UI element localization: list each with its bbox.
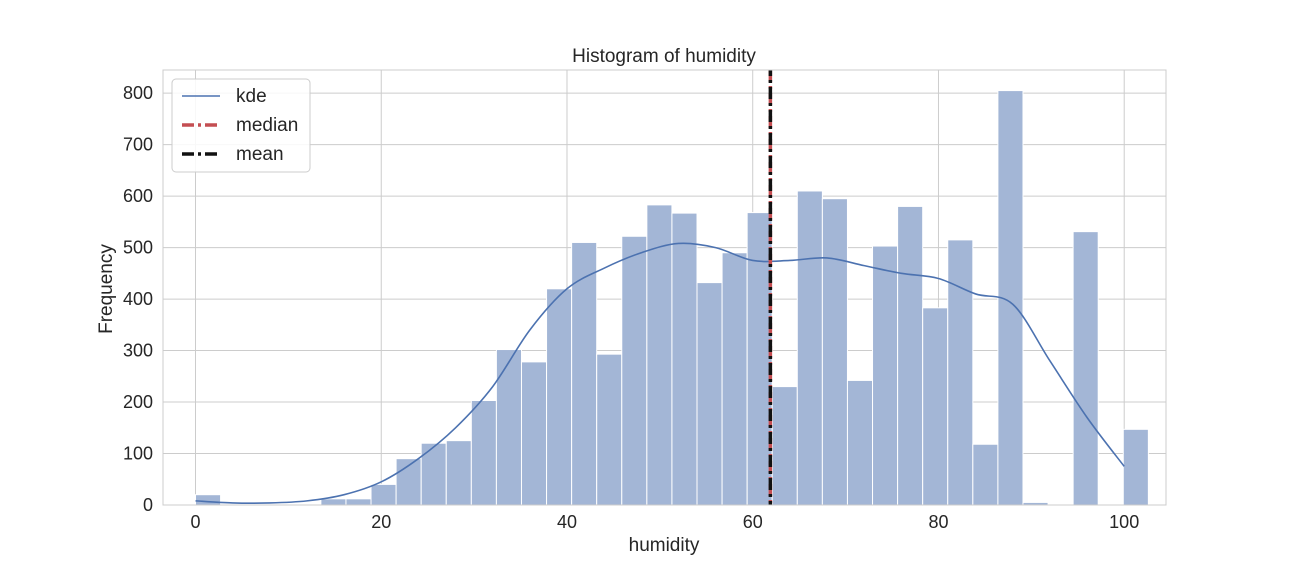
histogram-bar bbox=[846, 379, 874, 506]
y-axis-label: Frequency bbox=[96, 244, 117, 334]
histogram-bar bbox=[546, 288, 573, 506]
x-tick-label: 60 bbox=[743, 512, 763, 532]
histogram-bar bbox=[897, 205, 924, 506]
histogram-bar bbox=[596, 353, 623, 506]
histogram-bar bbox=[571, 241, 598, 506]
y-tick-label: 700 bbox=[123, 135, 153, 155]
y-tick-label: 100 bbox=[123, 444, 153, 464]
histogram-bar bbox=[671, 212, 698, 506]
histogram-bar bbox=[746, 212, 773, 506]
x-tick-label: 40 bbox=[557, 512, 577, 532]
histogram-bar bbox=[445, 440, 472, 506]
x-axis-label: humidity bbox=[629, 535, 700, 556]
y-tick-label: 800 bbox=[123, 83, 153, 103]
histogram-bar bbox=[1122, 428, 1149, 506]
histogram-bar bbox=[796, 190, 823, 506]
histogram-bar bbox=[195, 494, 222, 506]
y-tick-label: 200 bbox=[123, 392, 153, 412]
histogram-bar bbox=[420, 442, 447, 506]
x-tick-label: 100 bbox=[1109, 512, 1139, 532]
legend: kde median mean bbox=[171, 78, 311, 173]
histogram-bar bbox=[646, 204, 673, 506]
x-tick-label: 20 bbox=[371, 512, 391, 532]
kde-curve bbox=[195, 242, 1125, 504]
y-tick-label: 300 bbox=[123, 341, 153, 361]
histogram-bar bbox=[470, 399, 497, 506]
y-tick-label: 600 bbox=[123, 186, 153, 206]
legend-median-label: median bbox=[236, 115, 298, 136]
histogram-bar bbox=[771, 386, 798, 506]
y-tick-label: 500 bbox=[123, 238, 153, 258]
legend-mean-label: mean bbox=[236, 144, 284, 165]
histogram-bar bbox=[922, 307, 949, 506]
histogram-bar bbox=[872, 245, 899, 506]
y-tick-label: 0 bbox=[143, 495, 153, 515]
legend-box bbox=[171, 78, 311, 173]
histogram-bar bbox=[495, 349, 522, 506]
histogram-bar bbox=[1072, 231, 1099, 506]
kde-curve-group bbox=[195, 242, 1125, 504]
histogram-bar bbox=[947, 239, 974, 506]
legend-kde-label: kde bbox=[236, 86, 267, 107]
chart-title: Histogram of humidity bbox=[572, 46, 756, 67]
histogram-bar bbox=[345, 498, 372, 506]
histogram-bar bbox=[821, 198, 848, 506]
plot-frame bbox=[162, 69, 1167, 506]
histogram-bar bbox=[972, 443, 999, 506]
histogram-bars bbox=[195, 90, 1149, 506]
histogram-bar bbox=[696, 282, 723, 506]
histogram-bar bbox=[721, 252, 748, 506]
histogram-bar bbox=[370, 483, 397, 506]
histogram-bar bbox=[320, 498, 347, 506]
histogram-bar bbox=[520, 361, 548, 506]
histogram-bar bbox=[621, 235, 648, 506]
tick-labels: 0 20 40 60 80 100 0 100 200 300 400 500 600 700 800 bbox=[123, 83, 1139, 532]
y-tick-label: 400 bbox=[123, 289, 153, 309]
x-tick-label: 0 bbox=[190, 512, 200, 532]
x-tick-label: 80 bbox=[928, 512, 948, 532]
